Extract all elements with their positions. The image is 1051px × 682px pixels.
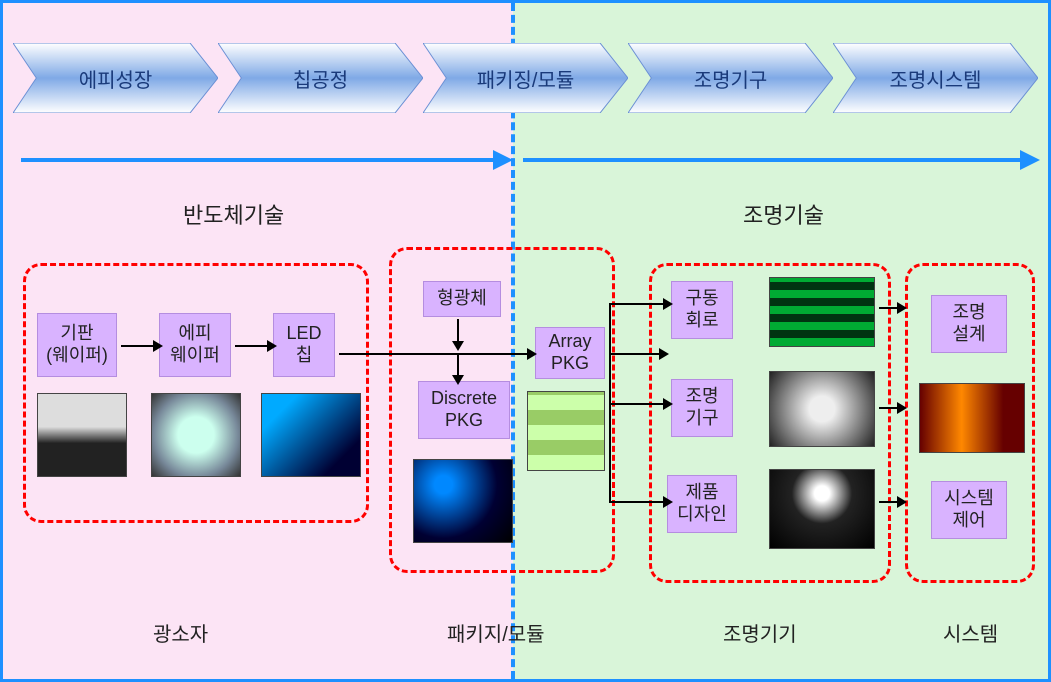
content-layer: 에피성장 칩공정 패키징/모듈 조명기구 조명시스템 반도체기술 조 [3,3,1048,679]
label-lighting-tech: 조명기술 [743,198,824,230]
flow-arrow [121,345,155,347]
flow-arrow [339,353,529,355]
node-lighting-design: 조명 설계 [931,295,1007,353]
node-epi-wafer: 에피 웨이퍼 [159,313,231,377]
chevron-label: 조명시스템 [833,43,1038,113]
chevron-label: 칩공정 [218,43,423,113]
node-substrate-wafer: 기판 (웨이퍼) [37,313,117,377]
flow-connector-bar [609,303,611,503]
img-lighting-scene [919,383,1025,453]
flow-arrow [879,501,899,503]
img-luminaire [769,371,875,447]
img-drive-circuit [769,277,875,347]
node-discrete-pkg: Discrete PKG [418,381,510,439]
label-semiconductor-tech: 반도체기술 [183,198,284,230]
flow-arrow [879,407,899,409]
chevron-label: 패키징/모듈 [423,43,628,113]
flow-arrow [609,353,661,355]
diagram-container: 에피성장 칩공정 패키징/모듈 조명기구 조명시스템 반도체기술 조 [0,0,1051,682]
flow-arrow [609,403,665,405]
node-system-control: 시스템 제어 [931,481,1007,539]
node-drive-circuit: 구동 회로 [671,281,733,339]
node-phosphor: 형광체 [423,281,501,317]
flow-arrow [609,303,665,305]
chevron-packaging: 패키징/모듈 [423,43,628,113]
flow-arrow [609,501,665,503]
img-array-pkg [527,391,605,471]
img-led-chip [261,393,361,477]
chevron-lighting-system: 조명시스템 [833,43,1038,113]
img-epi-wafer [151,393,241,477]
node-product-design: 제품 디자인 [667,475,737,533]
node-array-pkg: Array PKG [535,327,605,379]
category-lighting-equipment: 조명기기 [723,618,797,647]
chevron-label: 에피성장 [13,43,218,113]
flow-arrow [235,345,269,347]
node-luminaire: 조명 기구 [671,379,733,437]
chevron-label: 조명기구 [628,43,833,113]
arrow-lighting-span [523,158,1028,162]
chevron-chip-process: 칩공정 [218,43,423,113]
category-package-module: 패키지/모듈 [447,618,545,647]
node-led-chip: LED 칩 [273,313,335,377]
img-substrate-wafer [37,393,127,477]
arrow-semiconductor-span [21,158,501,162]
flow-arrow [879,307,899,309]
flow-arrow-vertical [457,355,459,377]
process-chevron-row: 에피성장 칩공정 패키징/모듈 조명기구 조명시스템 [13,43,1038,113]
category-system: 시스템 [943,618,998,647]
img-discrete-pkg [413,459,513,543]
chevron-epi-growth: 에피성장 [13,43,218,113]
flow-arrow-vertical [457,319,459,343]
img-product-design [769,469,875,549]
chevron-luminaire: 조명기구 [628,43,833,113]
category-optical-device: 광소자 [153,618,208,647]
